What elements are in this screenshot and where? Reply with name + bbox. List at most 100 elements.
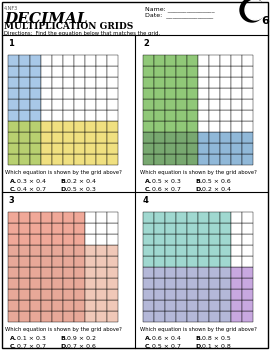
Bar	[176, 66, 187, 77]
Bar	[209, 143, 220, 154]
Bar	[19, 110, 30, 121]
Bar	[242, 311, 253, 322]
Bar	[96, 66, 107, 77]
Bar	[220, 289, 231, 300]
Bar	[154, 311, 165, 322]
Bar	[154, 289, 165, 300]
Bar	[96, 234, 107, 245]
Bar	[198, 256, 209, 267]
Bar	[41, 278, 52, 289]
Bar	[30, 223, 41, 234]
Bar	[19, 88, 30, 99]
Bar	[19, 278, 30, 289]
Bar	[143, 66, 154, 77]
Bar	[63, 289, 74, 300]
Bar	[187, 132, 198, 143]
Bar	[8, 234, 19, 245]
Bar	[96, 212, 107, 223]
Bar	[30, 132, 41, 143]
Bar	[165, 154, 176, 165]
Bar	[165, 143, 176, 154]
Bar	[220, 256, 231, 267]
Bar	[198, 154, 209, 165]
Bar	[165, 267, 176, 278]
Bar	[74, 110, 85, 121]
Bar	[154, 234, 165, 245]
Text: C.: C.	[10, 187, 17, 192]
Bar	[63, 300, 74, 311]
Bar	[154, 132, 165, 143]
Bar	[231, 88, 242, 99]
Bar	[63, 88, 74, 99]
Bar	[242, 212, 253, 223]
Bar	[8, 110, 19, 121]
Bar	[165, 311, 176, 322]
Bar	[85, 256, 96, 267]
Bar	[220, 143, 231, 154]
Bar	[30, 278, 41, 289]
Bar	[187, 154, 198, 165]
Bar	[187, 143, 198, 154]
Bar	[107, 121, 118, 132]
Bar	[52, 132, 63, 143]
Bar	[143, 154, 154, 165]
Bar	[209, 55, 220, 66]
Text: B.: B.	[195, 336, 202, 341]
Bar	[74, 154, 85, 165]
Bar	[19, 132, 30, 143]
Bar	[41, 132, 52, 143]
Bar	[209, 256, 220, 267]
Bar	[242, 278, 253, 289]
Text: 0.7 × 0.7: 0.7 × 0.7	[17, 344, 46, 349]
Bar	[30, 99, 41, 110]
Bar	[165, 289, 176, 300]
Bar	[242, 132, 253, 143]
Bar	[63, 66, 74, 77]
Bar	[198, 245, 209, 256]
Bar	[154, 267, 165, 278]
Circle shape	[240, 0, 264, 22]
Bar	[231, 55, 242, 66]
Bar	[198, 110, 209, 121]
Bar	[209, 289, 220, 300]
Bar	[187, 99, 198, 110]
Bar	[143, 234, 154, 245]
Bar	[176, 289, 187, 300]
Bar	[187, 311, 198, 322]
Bar	[198, 234, 209, 245]
Bar	[165, 99, 176, 110]
Bar	[52, 234, 63, 245]
Bar	[85, 154, 96, 165]
Bar	[30, 300, 41, 311]
Text: B.: B.	[60, 179, 67, 184]
Bar	[209, 99, 220, 110]
Bar	[96, 121, 107, 132]
Bar	[143, 289, 154, 300]
Text: 0.6 × 0.7: 0.6 × 0.7	[152, 187, 181, 192]
Bar	[19, 55, 30, 66]
Bar	[8, 267, 19, 278]
Bar	[154, 66, 165, 77]
Bar	[231, 212, 242, 223]
Bar	[176, 88, 187, 99]
Bar	[41, 88, 52, 99]
Bar	[63, 77, 74, 88]
Bar	[165, 300, 176, 311]
Bar	[209, 278, 220, 289]
Bar	[19, 99, 30, 110]
Bar	[176, 143, 187, 154]
Bar	[198, 278, 209, 289]
Bar	[19, 234, 30, 245]
Text: A.: A.	[10, 336, 17, 341]
Bar	[85, 289, 96, 300]
Bar	[154, 154, 165, 165]
Text: A.: A.	[145, 179, 152, 184]
Bar	[30, 267, 41, 278]
Text: Which equation is shown by the grid above?: Which equation is shown by the grid abov…	[140, 327, 256, 332]
Bar	[8, 77, 19, 88]
Text: 0.5 × 0.6: 0.5 × 0.6	[202, 179, 231, 184]
Bar	[209, 212, 220, 223]
Bar	[242, 154, 253, 165]
Bar	[74, 267, 85, 278]
Bar	[198, 212, 209, 223]
